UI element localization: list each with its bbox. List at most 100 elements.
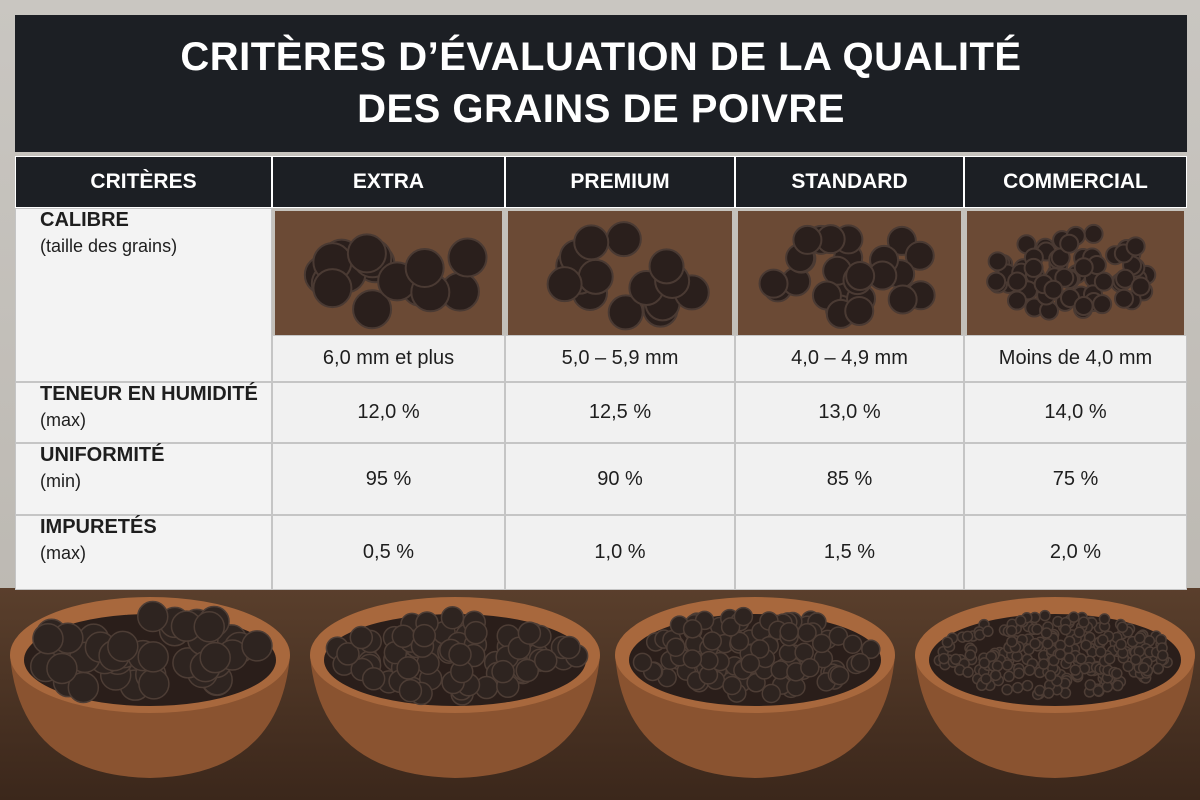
pepper-grain [792, 224, 823, 255]
pepper-grain [546, 266, 583, 303]
pepper-grain [448, 642, 472, 667]
value-cell: 0,5 % [272, 515, 505, 590]
pepper-grain [199, 641, 231, 674]
pepper-grain [1125, 236, 1146, 257]
pepper-grain [1042, 687, 1055, 699]
title-banner: CRITÈRES D’ÉVALUATION DE LA QUALITÉ DES … [15, 15, 1187, 152]
pepper-grain [887, 284, 918, 315]
pepper-grain [412, 623, 437, 648]
pepper-grain [1014, 615, 1027, 627]
pepper-grain [986, 271, 1007, 292]
value-cell: 12,5 % [505, 382, 735, 443]
row-label: UNIFORMITÉ (min) [15, 443, 272, 515]
value-cell: 14,0 % [964, 382, 1187, 443]
value-cell: 4,0 – 4,9 mm [735, 335, 964, 382]
pepper-grain [32, 622, 64, 655]
value-cell: 6,0 mm et plus [272, 335, 505, 382]
pepper-grain [941, 636, 954, 648]
criterion-name: TENEUR EN HUMIDITÉ [40, 383, 258, 405]
pepper-grain [1059, 623, 1072, 636]
pepper-grain [1095, 646, 1107, 658]
pepper-grain [991, 660, 1004, 672]
pepper-grain [557, 635, 581, 660]
pepper-grain [750, 639, 770, 659]
pepper-grain [1023, 257, 1044, 278]
pepper-grain [352, 289, 393, 330]
pepper-grain [1073, 257, 1094, 278]
criterion-name: UNIFORMITÉ [40, 444, 165, 466]
pepper-grain [682, 649, 703, 669]
pepper-grain [733, 606, 754, 627]
criterion-note: (min) [40, 471, 81, 491]
pepper-grain [962, 666, 974, 678]
pepper-grain [1080, 639, 1092, 651]
pepper-grain [491, 659, 515, 684]
pepper-grain [1041, 637, 1054, 650]
column-header: COMMERCIAL [964, 156, 1187, 208]
pepper-grain [107, 630, 139, 663]
row-label: IMPURETÉS (max) [15, 515, 272, 590]
pepper-grain [800, 658, 820, 678]
criterion-note: (max) [40, 543, 86, 563]
pepper-grain [1054, 648, 1067, 660]
value-cell: Moins de 4,0 mm [964, 335, 1187, 382]
pepper-grain [1116, 621, 1129, 634]
pepper-grain [961, 630, 974, 643]
pepper-grain [605, 221, 642, 258]
pepper-grain [1069, 664, 1082, 676]
value-cell: 1,0 % [505, 515, 735, 590]
pepper-grain [632, 652, 653, 673]
pepper-grain [137, 641, 169, 673]
pepper-grain [346, 233, 387, 274]
value-cell: 75 % [964, 443, 1187, 515]
pepper-grain [989, 669, 1002, 682]
pepper-grain [1073, 626, 1086, 639]
pepper-grain [720, 617, 741, 637]
pepper-grain [193, 610, 225, 643]
criterion-note: (taille des grains) [40, 236, 178, 256]
value-cell: 95 % [272, 443, 505, 515]
value-cell: 2,0 % [964, 515, 1187, 590]
pepper-grain [699, 650, 719, 671]
value-cell: 1,5 % [735, 515, 964, 590]
pepper-grain [1011, 681, 1024, 694]
pepper-grain [440, 605, 465, 630]
pepper-grain [534, 648, 558, 673]
pepper-grain [1037, 658, 1050, 670]
pepper-grain [1003, 670, 1015, 683]
pepper-grain [1122, 660, 1134, 673]
pepper-grain [1040, 627, 1053, 639]
pepper-grain [1092, 294, 1113, 315]
column-header: STANDARD [735, 156, 964, 208]
pepper-grain [844, 295, 875, 326]
pepper-grain [1111, 679, 1124, 692]
pepper-grain [46, 652, 78, 685]
pepper-grain [1137, 662, 1150, 674]
pepper-grain [1078, 616, 1090, 628]
pepper-grain [1021, 679, 1034, 692]
pepper-grain [980, 673, 992, 685]
pepper-grain [1073, 296, 1094, 317]
pepper-grain [842, 634, 863, 655]
pepper-grain [361, 667, 386, 691]
pepper-grain [1115, 268, 1136, 289]
pepper-grain [1152, 662, 1164, 675]
pepper-grain [1115, 638, 1127, 651]
pepper-grain [1005, 624, 1018, 637]
pepper-grain [1006, 290, 1027, 311]
pepper-grain [779, 621, 799, 642]
pepper-grain [1083, 223, 1104, 244]
pepper-grain [1023, 664, 1036, 676]
pepper-grain [396, 656, 420, 680]
pepper-grain [137, 600, 169, 633]
pepper-grain [1111, 667, 1123, 680]
pepper-grain [517, 621, 542, 645]
pepper-grain [349, 625, 374, 650]
pepper-grain [1031, 623, 1043, 636]
pepper-grain [1113, 288, 1134, 309]
value-cell: 13,0 % [735, 382, 964, 443]
pepper-grain [1006, 635, 1018, 648]
pepper-grain [336, 642, 360, 666]
